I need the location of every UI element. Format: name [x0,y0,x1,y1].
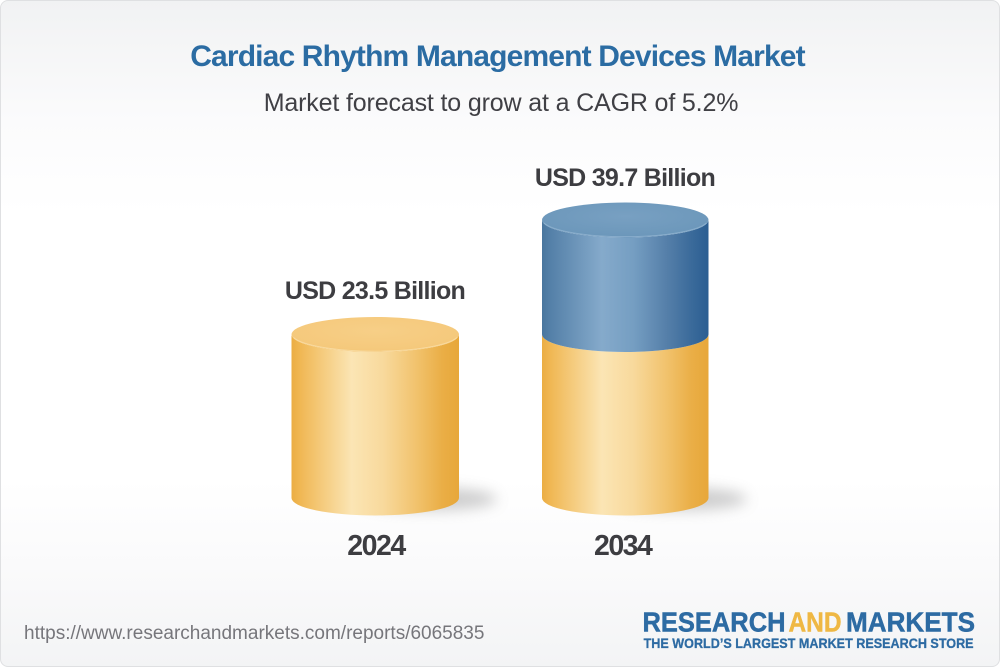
svg-text:RESEARCH: RESEARCH [643,606,786,637]
svg-text:MARKETS: MARKETS [846,606,975,637]
svg-text:AND: AND [789,606,842,637]
svg-text:THE WORLD’S LARGEST MARKET RES: THE WORLD’S LARGEST MARKET RESEARCH STOR… [644,635,974,651]
